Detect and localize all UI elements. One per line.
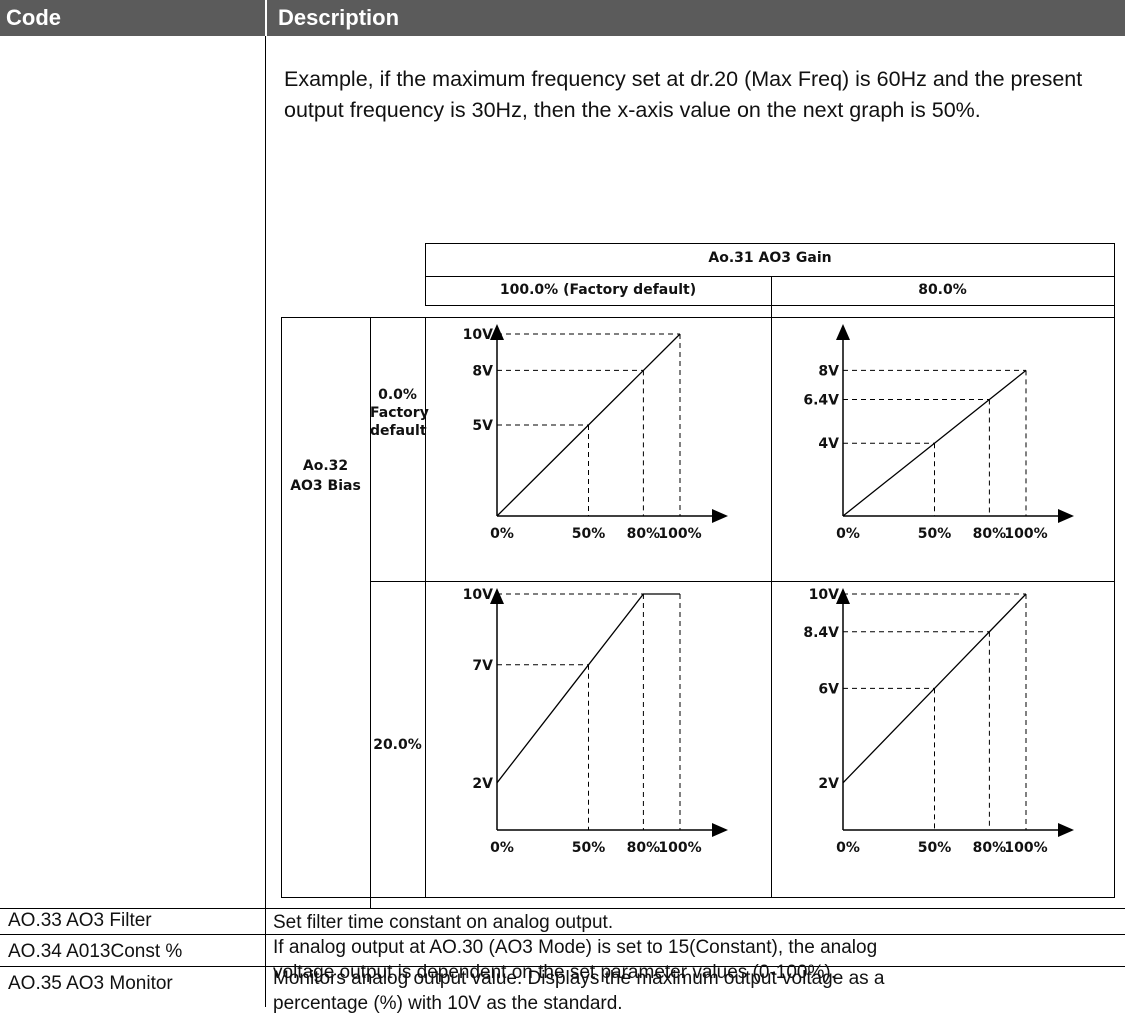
x-tick-label: 50% xyxy=(918,526,952,542)
table-line xyxy=(281,897,1115,898)
table-line xyxy=(425,317,426,897)
graph-gain80-bias0: 8V 6.4V 4V 0% 50% 80%100% xyxy=(803,324,1074,542)
row-code-filter: AO.33 AO3 Filter xyxy=(8,910,152,931)
bias-value-20: 20.0% xyxy=(373,737,422,753)
y-tick-label: 10V xyxy=(463,327,493,343)
header-description: Description xyxy=(265,0,1125,36)
bias-value-default: 0.0% Factory default xyxy=(370,386,429,440)
graph-gain100-bias0: 10V 8V 5V 0% 50% 80%100% xyxy=(463,324,728,542)
y-tick-label: 10V xyxy=(463,587,493,603)
bias-value-default-line1: 0.0% xyxy=(378,387,417,403)
y-axis-arrow xyxy=(836,588,850,604)
row-desc-monitor-line1: Monitors analog output value. Displays t… xyxy=(273,968,885,989)
example-paragraph: Example, if the maximum frequency set at… xyxy=(284,67,1083,122)
row-desc-const-line2: voltage output is dependent on the set p… xyxy=(273,962,836,983)
x-tick-label: 0% xyxy=(836,840,860,856)
x-tick-label: 50% xyxy=(572,526,606,542)
bias-header-line1: Ao.32 xyxy=(302,458,349,474)
series-line xyxy=(496,593,680,784)
table-line xyxy=(370,317,371,908)
row-desc-const-line1: If analog output at AO.30 (AO3 Mode) is … xyxy=(273,937,878,958)
row-divider xyxy=(0,934,1125,935)
x-tick-label: 100% xyxy=(1004,840,1047,856)
y-tick-label: 8V xyxy=(818,363,839,379)
series-line xyxy=(842,369,1027,517)
column-divider xyxy=(265,36,266,1007)
x-tick-label: 80% xyxy=(627,526,661,542)
y-tick-label: 8V xyxy=(472,363,493,379)
x-tick-label: 80% xyxy=(973,526,1007,542)
row-desc-monitor: Monitors analog output value. Displays t… xyxy=(273,966,1113,1016)
bias-header-line2: AO3 Bias xyxy=(290,478,361,494)
y-tick-label: 8.4V xyxy=(803,625,839,641)
table-line xyxy=(281,317,1115,318)
x-axis-arrow xyxy=(712,509,728,523)
row-desc-const: If analog output at AO.30 (AO3 Mode) is … xyxy=(273,935,1113,985)
gain-value-default: 100.0% (Factory default) xyxy=(499,282,697,298)
x-tick-label: 100% xyxy=(658,840,701,856)
table-line xyxy=(425,305,1115,306)
x-tick-label: 0% xyxy=(836,526,860,542)
x-tick-label: 80% xyxy=(627,840,661,856)
row-desc-monitor-line2: percentage (%) with 10V as the standard. xyxy=(273,993,623,1014)
table-line xyxy=(425,243,1115,244)
series-line xyxy=(842,593,1027,784)
table-line xyxy=(370,581,1115,582)
header-code: Code xyxy=(0,0,265,36)
x-tick-label: 0% xyxy=(490,840,514,856)
row-desc-filter: Set filter time constant on analog outpu… xyxy=(273,912,614,933)
y-tick-label: 2V xyxy=(472,776,493,792)
y-tick-label: 6V xyxy=(818,681,839,697)
y-axis-arrow xyxy=(490,588,504,604)
gain-value-80: 80.0% xyxy=(918,282,967,298)
y-tick-label: 10V xyxy=(809,587,839,603)
x-tick-label: 80% xyxy=(973,840,1007,856)
y-tick-label: 7V xyxy=(472,658,493,674)
y-axis-arrow xyxy=(490,324,504,340)
y-axis-arrow xyxy=(836,324,850,340)
bias-header: Ao.32 AO3 Bias xyxy=(281,456,370,496)
x-tick-label: 100% xyxy=(1004,526,1047,542)
x-tick-label: 0% xyxy=(490,526,514,542)
row-code-monitor: AO.35 AO3 Monitor xyxy=(8,973,173,994)
series-line xyxy=(496,333,681,517)
graph-gain80-bias20: 10V 8.4V 6V 2V 0% 50% 80%100% xyxy=(803,587,1074,856)
table-line xyxy=(281,317,282,897)
x-axis-arrow xyxy=(712,823,728,837)
row-divider xyxy=(0,966,1125,967)
x-tick-label: 50% xyxy=(918,840,952,856)
x-axis-arrow xyxy=(1058,823,1074,837)
table-line xyxy=(425,276,1115,277)
bias-value-default-line3: default xyxy=(370,423,427,439)
row-code-const: AO.34 A013Const % xyxy=(8,941,183,962)
y-tick-label: 2V xyxy=(818,776,839,792)
x-axis-arrow xyxy=(1058,509,1074,523)
x-tick-label: 100% xyxy=(658,526,701,542)
table-line xyxy=(425,243,426,305)
x-tick-label: 50% xyxy=(572,840,606,856)
graph-gain100-bias20: 10V 7V 2V 0% 50% 80%100% xyxy=(463,587,728,856)
gain-header: Ao.31 AO3 Gain xyxy=(708,250,832,266)
table-line xyxy=(1114,243,1115,897)
row-divider xyxy=(0,908,1125,909)
y-tick-label: 6.4V xyxy=(803,393,839,409)
table-line xyxy=(771,276,772,897)
bias-value-default-line2: Factory xyxy=(370,405,429,421)
y-tick-label: 4V xyxy=(818,436,839,452)
y-tick-label: 5V xyxy=(472,418,493,434)
